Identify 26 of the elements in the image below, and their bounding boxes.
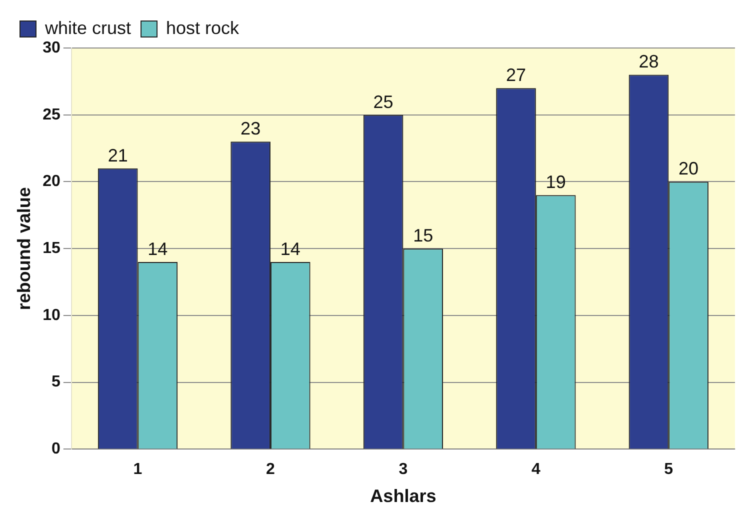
y-tick-label: 0: [51, 440, 60, 458]
legend-label: white crust: [44, 18, 132, 38]
data-label: 21: [108, 145, 128, 166]
data-label: 14: [148, 238, 168, 259]
y-tick-label: 25: [42, 106, 60, 124]
x-axis-title: Ashlars: [370, 486, 436, 506]
x-tick-label: 5: [664, 461, 674, 478]
data-label: 25: [373, 92, 394, 112]
y-axis-title: rebound value: [14, 187, 34, 310]
y-tick-label: 15: [42, 240, 60, 258]
x-tick-label: 4: [531, 461, 540, 478]
data-label: 27: [506, 65, 526, 86]
x-tick-label: 1: [133, 461, 142, 478]
data-label: 23: [240, 118, 261, 139]
data-label: 19: [546, 172, 566, 192]
x-tick-label: 2: [266, 461, 276, 478]
y-tick-label: 20: [42, 173, 60, 190]
data-label: 15: [413, 226, 434, 246]
data-label: 20: [678, 158, 699, 179]
y-tick-label: 5: [51, 374, 60, 391]
x-tick-label: 3: [398, 461, 408, 478]
data-label: 28: [638, 52, 659, 72]
data-label: 14: [280, 238, 300, 259]
legend-label: host rock: [166, 18, 240, 38]
y-tick-label: 10: [42, 306, 60, 324]
y-tick-label: 30: [42, 39, 60, 56]
